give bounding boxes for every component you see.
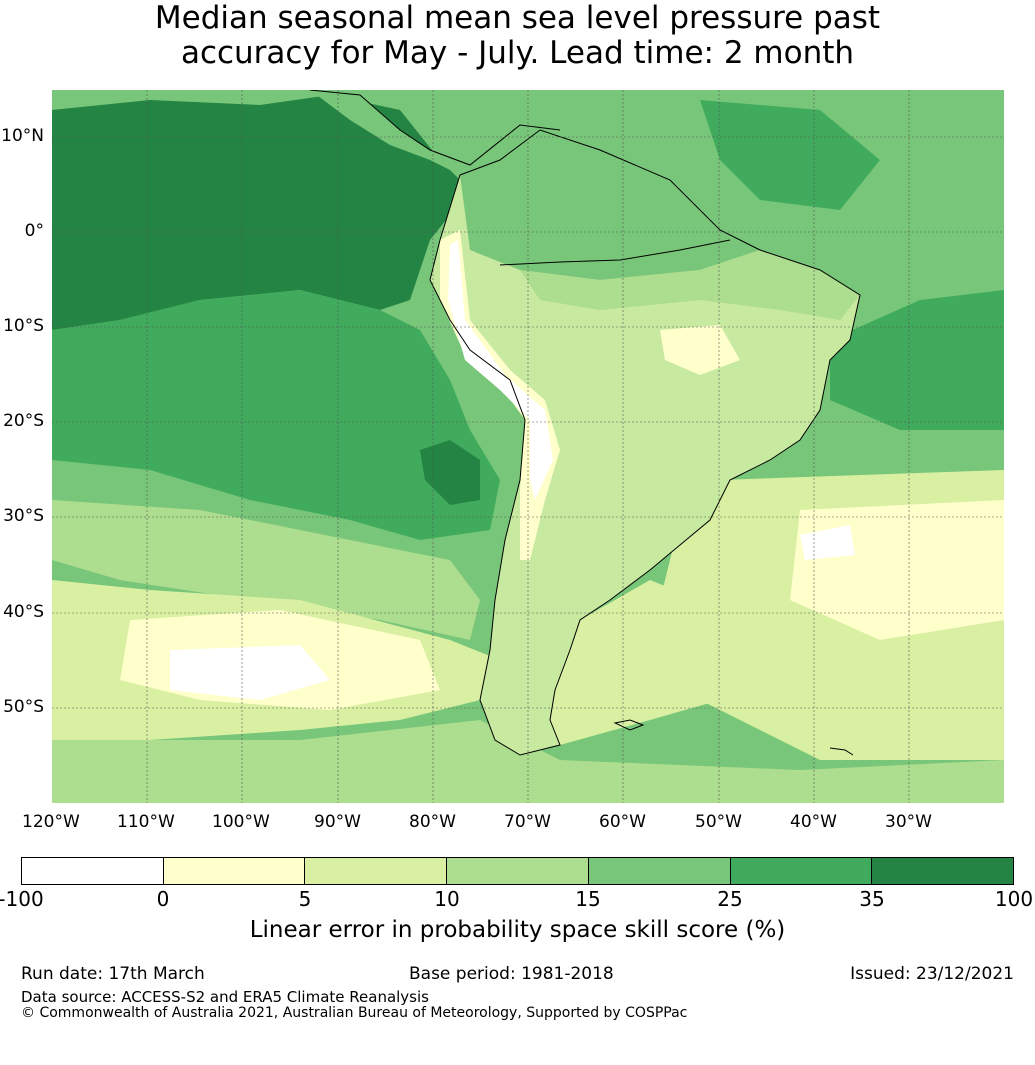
colorbar-segment [447, 858, 589, 884]
skill-region-pacific-local [420, 440, 480, 505]
lon-label-110w: 110°W [117, 812, 175, 832]
colorbar-tick: 35 [859, 887, 885, 911]
skill-region-south-0 [170, 645, 330, 700]
lat-label-10n: 10°N [1, 126, 44, 146]
river-amazon [499, 239, 731, 266]
coastline-falklands [613, 719, 645, 731]
colorbar-tick: 25 [717, 887, 743, 911]
lon-label-80w: 80°W [409, 812, 456, 832]
colorbar-segment [163, 858, 306, 884]
skill-region-atlantic-east [830, 290, 1004, 430]
data-source: Data source: ACCESS-S2 and ERA5 Climate … [21, 988, 429, 1006]
colorbar-label: Linear error in probability space skill … [249, 917, 786, 943]
gridlines [52, 90, 1004, 803]
lat-label-50s: 50°S [3, 697, 44, 717]
colorbar-segment [588, 858, 731, 884]
colorbar-tick: 5 [298, 887, 312, 911]
colorbar-tick: 15 [575, 887, 601, 911]
skill-region-patagonia [550, 580, 720, 745]
skill-region-south-15 [52, 500, 480, 640]
colorbar-tick: 100 [994, 887, 1034, 911]
colorbar-tick: 0 [156, 887, 170, 911]
copyright: © Commonwealth of Australia 2021, Austra… [21, 1005, 688, 1021]
colorbar-tick: -100 [0, 887, 44, 911]
lon-label-60w: 60°W [599, 812, 646, 832]
colorbar-segment [305, 858, 448, 884]
colorbar-segment [872, 858, 1014, 884]
lon-label-70w: 70°W [504, 812, 551, 832]
colorbar [21, 857, 1014, 885]
skill-region-pacific-mid [52, 290, 500, 540]
coastline-south-america [429, 129, 861, 756]
skill-region-amazon [460, 130, 760, 280]
chart-title-line-2: accuracy for May - July. Lead time: 2 mo… [180, 35, 855, 71]
skill-region-brazil-north [520, 250, 860, 320]
issued-date: Issued: 23/12/2021 [850, 964, 1014, 984]
colorbar-segment [22, 858, 164, 884]
chart-title-line-1: Median seasonal mean sea level pressure … [154, 0, 881, 36]
skill-region-brazil-5 [660, 325, 740, 375]
run-date: Run date: 17th March [21, 964, 205, 984]
lat-label-10s: 10°S [3, 316, 44, 336]
lon-label-40w: 40°W [790, 812, 837, 832]
map-plot [52, 90, 1004, 803]
lon-label-120w: 120°W [22, 812, 80, 832]
skill-region-pacific-north [52, 95, 470, 330]
lat-label-40s: 40°S [3, 602, 44, 622]
lat-label-20s: 20°S [3, 411, 44, 431]
lon-label-50w: 50°W [695, 812, 742, 832]
skill-region-andes-0 [448, 240, 553, 500]
lon-label-100w: 100°W [212, 812, 270, 832]
skill-region-atlantic-north [700, 100, 880, 210]
lon-label-30w: 30°W [885, 812, 932, 832]
colorbar-segment [730, 858, 873, 884]
coastline-south-georgia [829, 747, 854, 756]
colorbar-tick: 10 [434, 887, 460, 911]
continent-central-america [310, 90, 560, 175]
base-period: Base period: 1981-2018 [409, 964, 614, 984]
lon-label-90w: 90°W [314, 812, 361, 832]
lat-label-0: 0° [24, 221, 44, 241]
coastline-central-america [309, 90, 561, 166]
lat-label-30s: 30°S [3, 506, 44, 526]
skill-region-south-bottom [52, 720, 1004, 803]
